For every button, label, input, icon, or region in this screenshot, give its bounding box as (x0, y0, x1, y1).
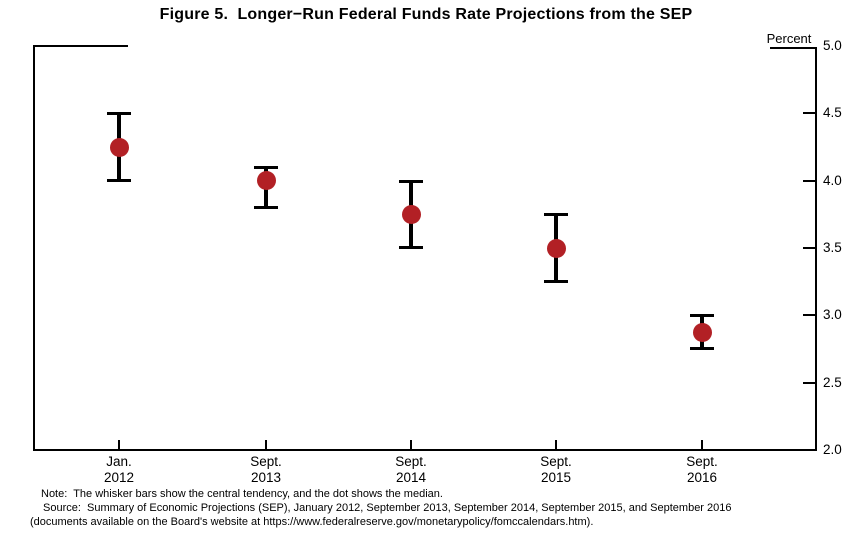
source-url-text: (documents available on the Board's webs… (30, 516, 594, 528)
y-axis-tick (803, 247, 816, 249)
source-text: Source: Summary of Economic Projections … (43, 502, 732, 514)
x-axis-tick (555, 440, 557, 449)
whisker-cap-bottom (107, 178, 131, 182)
x-axis-tick-label-month: Jan. (106, 454, 132, 469)
y-axis-tick-label: 2.0 (823, 442, 842, 457)
x-axis-tick (701, 440, 703, 449)
top-right-axis-cap (770, 47, 817, 49)
x-axis-tick-label-year: 2012 (103, 470, 135, 485)
median-dot (401, 204, 421, 224)
x-axis-tick-label-year: 2013 (250, 470, 282, 485)
x-axis-tick (265, 440, 267, 449)
whisker-cap-bottom (544, 279, 568, 283)
median-dot (546, 238, 566, 258)
x-axis-tick (410, 440, 412, 449)
y-axis-unit-label: Percent (766, 31, 812, 46)
x-axis-tick-label-month: Sept. (540, 454, 572, 469)
bottom-axis-line (33, 449, 817, 451)
y-axis-tick-label: 5.0 (823, 38, 842, 53)
y-axis-tick (803, 112, 816, 115)
x-axis-tick-label-year: 2015 (540, 470, 572, 485)
y-axis-tick-label: 2.5 (823, 374, 842, 390)
whisker-cap-bottom (399, 246, 423, 249)
x-axis-tick-label-month: Sept. (395, 454, 427, 469)
median-dot (109, 137, 129, 157)
whisker-cap-top (544, 213, 568, 217)
whisker-cap-top (254, 166, 278, 170)
median-dot (692, 323, 712, 343)
note-text: Note: The whisker bars show the central … (41, 488, 443, 500)
x-axis-tick-label-year: 2016 (686, 470, 718, 485)
x-axis-tick-label-month: Sept. (250, 454, 282, 469)
figure-title: Figure 5. Longer−Run Federal Funds Rate … (159, 6, 693, 23)
top-left-axis-cap (33, 45, 128, 47)
left-axis-line (33, 45, 35, 451)
median-dot (256, 171, 276, 191)
y-axis-tick (803, 381, 816, 384)
y-axis-tick-label: 4.0 (823, 172, 842, 188)
y-axis-tick (803, 179, 816, 182)
y-axis-tick-label: 4.5 (823, 105, 842, 121)
whisker-cap-top (690, 314, 714, 318)
x-axis-tick-label-year: 2014 (395, 470, 427, 485)
x-axis-tick-label-month: Sept. (686, 454, 718, 469)
y-axis-tick-label: 3.5 (823, 240, 842, 255)
whisker-cap-bottom (254, 205, 278, 209)
x-axis-tick (118, 440, 120, 449)
whisker-cap-bottom (690, 347, 714, 350)
whisker-cap-top (399, 179, 423, 183)
whisker-cap-top (107, 112, 131, 116)
right-axis-line (815, 48, 817, 451)
y-axis-tick (803, 314, 816, 317)
y-axis-tick-label: 3.0 (823, 307, 842, 323)
